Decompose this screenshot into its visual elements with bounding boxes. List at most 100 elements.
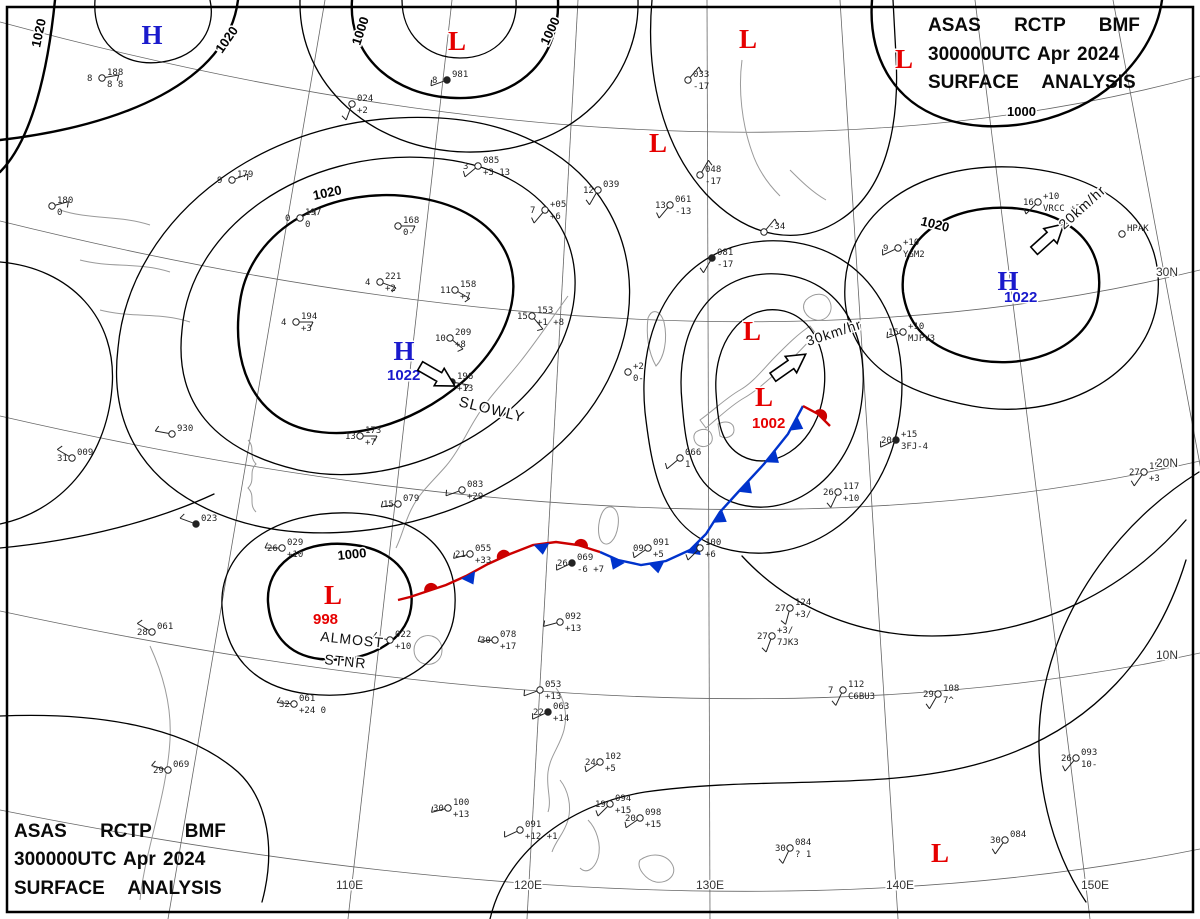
station-extra: +10 bbox=[395, 642, 411, 652]
station-extra: +5 bbox=[653, 550, 664, 560]
wind-barb bbox=[929, 696, 937, 709]
cloud-cover-icon bbox=[666, 201, 674, 209]
station-temp: 30 bbox=[775, 844, 786, 854]
station-plot: 30 100 +13 bbox=[431, 798, 469, 820]
latitude-line bbox=[0, 610, 1200, 700]
isobar bbox=[870, 0, 1164, 128]
station-plot: 20 +15 3FJ-4 bbox=[880, 430, 928, 452]
isobar-value-label: 1020 bbox=[312, 182, 343, 203]
center-pressure-value: 1022 bbox=[1004, 289, 1037, 306]
station-extra: YGM2 bbox=[903, 250, 925, 260]
wind-barb-feather bbox=[151, 760, 156, 766]
cloud-cover-icon bbox=[1034, 198, 1042, 206]
wind-barb-feather bbox=[154, 425, 160, 432]
isobar bbox=[901, 206, 1101, 364]
cloud-cover-icon bbox=[606, 800, 614, 808]
station-plot: 15 153 +1 +8 bbox=[517, 306, 564, 332]
isobar bbox=[116, 116, 631, 534]
wind-barb bbox=[994, 842, 1004, 855]
cloud-cover-icon bbox=[192, 520, 200, 528]
graticule-label: 10N bbox=[1156, 648, 1178, 662]
cloud-cover-icon bbox=[446, 334, 454, 342]
wind-barb-feather bbox=[66, 201, 69, 208]
movement-arrow-icon bbox=[768, 353, 808, 383]
cloud-cover-icon bbox=[786, 604, 794, 612]
station-extra: +3 bbox=[1149, 474, 1160, 484]
station-pressure: 117 bbox=[843, 482, 859, 492]
station-plot: 11 158 +7 bbox=[440, 280, 476, 303]
station-pressure: 055 bbox=[475, 544, 491, 554]
cloud-cover-icon bbox=[684, 76, 692, 84]
warm-front-semicircle bbox=[815, 409, 828, 422]
station-plot: 024+2 bbox=[341, 94, 373, 121]
wind-barb-feather bbox=[372, 631, 378, 638]
station-pressure: 085 bbox=[483, 156, 499, 166]
wind-barb bbox=[55, 201, 69, 206]
station-pressure: 023 bbox=[201, 514, 217, 524]
wind-barb-feather bbox=[886, 331, 889, 338]
station-extra: -13 bbox=[675, 207, 691, 217]
station-pressure: 091 bbox=[653, 538, 669, 548]
cloud-cover-icon bbox=[528, 312, 536, 320]
chart-datetime-top: 300000UTC Apr 2024 bbox=[928, 43, 1120, 65]
movement-arrow-icon bbox=[416, 360, 457, 387]
station-temp: 16 bbox=[1023, 198, 1034, 208]
coastline bbox=[646, 311, 667, 367]
wind-barb-feather bbox=[664, 463, 668, 470]
wind-barb bbox=[455, 382, 469, 386]
wind-barb-feather bbox=[543, 620, 546, 627]
station-extra: +2 bbox=[357, 106, 368, 116]
wind-barb-feather bbox=[1062, 765, 1066, 772]
wind-barb-feather bbox=[116, 74, 120, 81]
wind-barb-feather bbox=[632, 551, 635, 558]
station-pressure: 196 bbox=[457, 372, 473, 382]
station-extra: 1 bbox=[685, 460, 690, 470]
station-plot: 15 079 bbox=[380, 494, 419, 510]
wind-barb bbox=[504, 831, 518, 838]
wind-barb-feather bbox=[56, 445, 63, 450]
coastline bbox=[740, 59, 781, 197]
wind-barb bbox=[782, 850, 789, 864]
station-pressure: 188 bbox=[107, 68, 123, 78]
wind-barb-feather bbox=[1130, 480, 1135, 487]
center-pressure-value: 1022 bbox=[387, 367, 420, 384]
wind-barb bbox=[597, 806, 608, 817]
cloud-cover-icon bbox=[290, 700, 298, 708]
station-extra: 3FJ-4 bbox=[901, 442, 928, 452]
station-extra: 0 bbox=[57, 208, 62, 218]
station-pressure: 069 bbox=[577, 553, 593, 563]
graticule-label: 140E bbox=[886, 878, 914, 892]
isobar bbox=[715, 309, 826, 462]
wind-barb-feather bbox=[457, 348, 464, 352]
wind-barb-feather bbox=[523, 689, 526, 696]
graticule-label: 110E bbox=[336, 878, 363, 892]
station-extra: +6 bbox=[705, 550, 716, 560]
station-temp: 30 bbox=[433, 804, 444, 814]
station-pressure: 022 bbox=[395, 630, 411, 640]
wind-barb bbox=[453, 554, 467, 559]
high-center-symbol: H bbox=[393, 336, 414, 366]
station-extra: +13 bbox=[457, 384, 473, 394]
wind-barb-feather bbox=[314, 209, 316, 216]
station-plot: 8 981 bbox=[430, 70, 468, 87]
wind-barb-feather bbox=[778, 858, 784, 864]
station-extra: +10 bbox=[287, 550, 303, 560]
chart-id-bottom: ASAS RCTP BMF bbox=[14, 820, 226, 842]
station-pressure: 024 bbox=[357, 94, 373, 104]
station-pressure: 194 bbox=[301, 312, 317, 322]
wind-barb bbox=[478, 639, 492, 642]
wind-barb bbox=[445, 490, 459, 497]
station-plot: 0 197 0 bbox=[285, 208, 321, 230]
station-temp: 13 bbox=[345, 432, 356, 442]
wind-barb-feather bbox=[276, 697, 281, 703]
motion-annotation: ALMOST bbox=[320, 628, 385, 651]
isobar bbox=[350, 0, 560, 100]
station-temp: 3 bbox=[463, 162, 468, 172]
title-block-bottom-left: ASAS RCTP BMF 300000UTC Apr 2024 SURFACE… bbox=[14, 818, 240, 904]
latitude-line bbox=[0, 220, 1200, 323]
isobar bbox=[401, 0, 517, 59]
front-layer bbox=[397, 404, 831, 602]
cloud-cover-icon bbox=[443, 76, 451, 84]
